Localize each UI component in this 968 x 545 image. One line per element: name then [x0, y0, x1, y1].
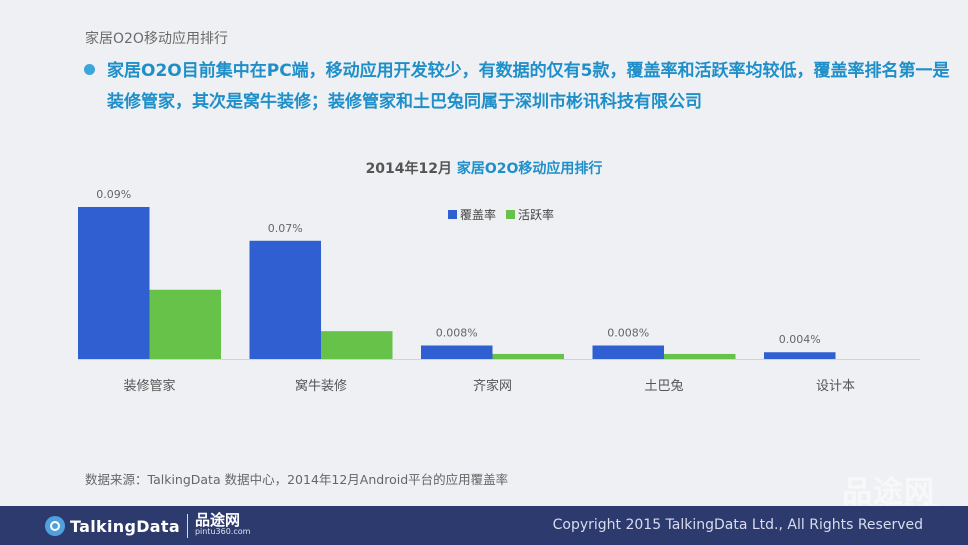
category-label-3: 土巴兔 — [644, 379, 683, 394]
bar-coverage-0 — [78, 207, 150, 359]
category-label-2: 齐家网 — [473, 378, 512, 394]
chart-title-date: 2014年12月 — [365, 161, 453, 177]
category-label-0: 装修管家 — [123, 378, 175, 394]
data-label-3: 0.008% — [607, 326, 649, 339]
bar-coverage-2 — [421, 345, 493, 359]
watermark-logo: 品途网 — [842, 475, 935, 510]
data-label-0: 0.09% — [96, 188, 131, 201]
bar-activity-3 — [664, 353, 736, 359]
partner-url: pintu360.com — [194, 527, 251, 536]
chart-title-highlight: 家居O2O移动应用排行 — [456, 161, 603, 177]
legend-label-coverage: 覆盖率 — [460, 208, 497, 222]
bar-activity-1 — [321, 331, 393, 359]
chart-title: 2014年12月 家居O2O移动应用排行 — [0, 158, 968, 178]
legend-swatch-coverage — [448, 210, 457, 219]
slide-headline: 家居O2O目前集中在PC端，移动应用开发较少，有数据的仅有5款，覆盖率和活跃率均… — [107, 61, 950, 112]
legend-label-activity: 活跃率 — [518, 208, 555, 222]
bar-activity-0 — [149, 289, 221, 359]
partner-brand: 品途网 pintu360.com — [194, 511, 251, 538]
bullet-dot — [84, 64, 95, 75]
slide-small-title: 家居O2O移动应用排行 — [85, 31, 228, 47]
bar-coverage-3 — [592, 345, 664, 359]
footer-bar: TalkingData 品途网 pintu360.com Copyright 2… — [0, 506, 968, 545]
data-label-1: 0.07% — [268, 222, 303, 235]
partner-name: 品途网 — [194, 511, 240, 529]
legend-item-activity: 活跃率 — [506, 206, 554, 223]
data-label-4: 0.004% — [779, 333, 821, 346]
category-label-1: 窝牛装修 — [295, 378, 347, 394]
data-source-note: 数据来源：TalkingData 数据中心，2014年12月Android平台的… — [85, 472, 509, 487]
logo-text: TalkingData — [70, 516, 180, 536]
data-label-2: 0.008% — [436, 326, 478, 339]
bar-coverage-4 — [764, 352, 836, 359]
legend-swatch-activity — [506, 210, 516, 219]
logo-divider — [186, 514, 188, 538]
chart-legend: 覆盖率 活跃率 — [448, 206, 554, 223]
bar-coverage-1 — [249, 240, 321, 359]
footer-logo: TalkingData 品途网 pintu360.com — [45, 511, 251, 538]
bar-activity-2 — [492, 353, 564, 359]
copyright-text: Copyright 2015 TalkingData Ltd., All Rig… — [552, 517, 923, 533]
legend-item-coverage: 覆盖率 — [448, 206, 496, 223]
category-label-4: 设计本 — [816, 379, 855, 394]
talkingdata-logo-icon — [45, 516, 65, 536]
